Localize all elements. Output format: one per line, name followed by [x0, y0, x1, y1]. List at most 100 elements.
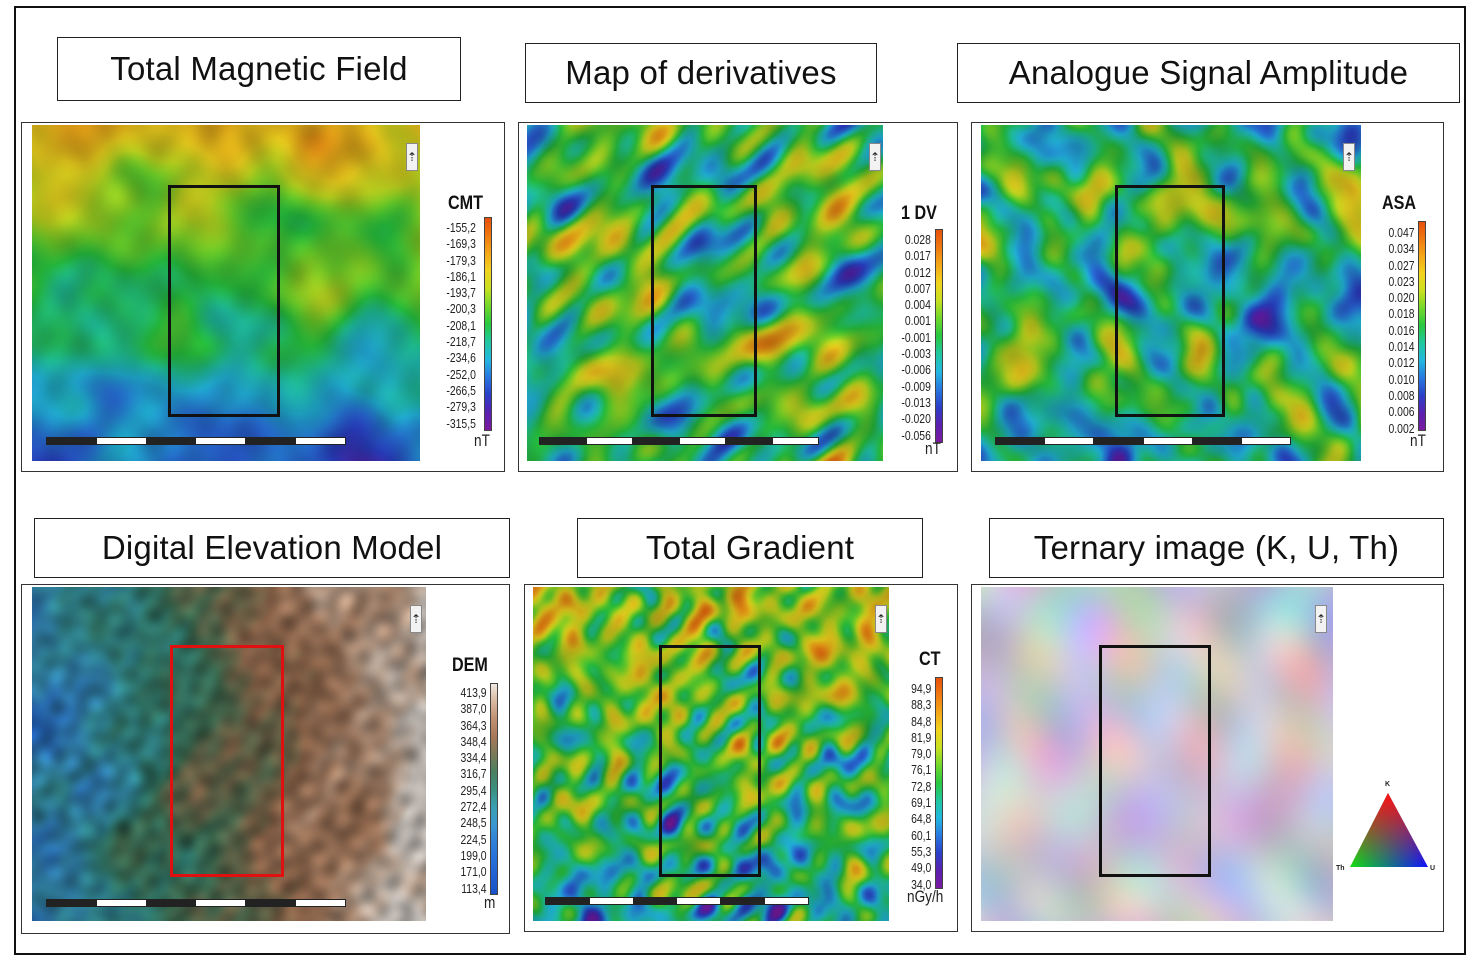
legend-color-bar: [484, 217, 492, 431]
legend-value: 272,4: [460, 799, 487, 815]
legend-value: 224,5: [460, 831, 487, 847]
legend-value: 79,0: [910, 746, 931, 762]
legend-value: -179,3: [446, 252, 477, 268]
study-area-rectangle: [1115, 185, 1225, 417]
panel-total-magnetic-field: ⇡ CMT -155,2 -169,3 -179,3 -186,1 -193,7 -200…: [21, 122, 505, 472]
legend-value: -193,7: [446, 285, 477, 301]
map-total-gradient: ⇡: [533, 587, 889, 921]
legend-value: 0.002: [1388, 420, 1415, 436]
study-area-rectangle: [651, 185, 757, 417]
scale-bar: [46, 899, 346, 907]
north-arrow-icon: ⇡: [1315, 605, 1327, 633]
legend-value: 0.028: [904, 232, 931, 247]
legend-value: 0.001: [904, 313, 931, 329]
legend-value: 0.004: [904, 297, 931, 313]
legend-value: 0.010: [1388, 371, 1415, 387]
legend-value: 64,8: [910, 811, 931, 827]
legend-value: 0.047: [1388, 225, 1415, 240]
legend-values: 94,9 88,3 84,8 81,9 79,0 76,1 72,8 69,1 64,8 60,1…: [911, 681, 931, 893]
ternary-label-th: Th: [1336, 865, 1345, 872]
legend-dem: DEM 413,9 387,0 364,3 348,4 334,4 316,7 295,4 2…: [426, 655, 509, 933]
legend-value: 364,3: [460, 717, 487, 733]
legend-value: 88,3: [910, 697, 931, 713]
panel-ternary-image: ⇡ K Th U: [971, 584, 1444, 932]
legend-title: CT: [919, 649, 941, 670]
legend-value: 0.017: [904, 248, 931, 264]
legend-value: 60,1: [910, 827, 931, 843]
scale-bar: [995, 437, 1291, 445]
legend-value: 199,0: [460, 847, 487, 863]
map-asa: ⇡: [981, 125, 1361, 461]
legend-value: -0.020: [901, 411, 932, 427]
legend-value: 387,0: [460, 701, 487, 717]
legend-ct: CT 94,9 88,3 84,8 81,9 79,0 76,1 72,8 69,1 64,8 6…: [889, 649, 957, 931]
title-analogue-signal-amplitude: Analogue Signal Amplitude: [957, 43, 1460, 103]
legend-value: -0.003: [901, 346, 932, 362]
north-arrow-icon: ⇡: [406, 143, 418, 171]
legend-asa: ASA 0.047 0.034 0.027 0.023 0.020 0.018 0.016 0…: [1356, 193, 1443, 471]
ternary-triangle: K Th U: [1336, 781, 1436, 875]
legend-value: 0.020: [1388, 290, 1415, 306]
legend-value: 72,8: [910, 778, 931, 794]
legend-value: 171,0: [460, 864, 487, 880]
legend-value: -0.006: [901, 362, 932, 378]
study-area-rectangle: [170, 645, 284, 877]
legend-values: -155,2 -169,3 -179,3 -186,1 -193,7 -200,3 -208…: [447, 220, 477, 432]
map-dem: ⇡: [32, 587, 426, 921]
scale-bar: [46, 437, 346, 445]
legend-value: 0.012: [904, 264, 931, 280]
legend-value: 413,9: [460, 685, 487, 700]
legend-tmf: CMT -155,2 -169,3 -179,3 -186,1 -193,7 -200,3…: [422, 193, 504, 471]
legend-unit: nT: [925, 439, 941, 458]
ternary-label-u: U: [1430, 865, 1436, 872]
legend-value: 84,8: [910, 713, 931, 729]
title-total-gradient: Total Gradient: [577, 518, 923, 578]
legend-value: 0.016: [1388, 322, 1415, 338]
legend-color-bar: [935, 677, 943, 889]
legend-value: 69,1: [910, 795, 931, 811]
map-total-magnetic-field: ⇡: [32, 125, 420, 461]
legend-value: -208,1: [446, 317, 477, 333]
study-area-rectangle: [168, 185, 280, 417]
legend-value: -0.013: [901, 394, 932, 410]
legend-unit: nT: [1410, 431, 1426, 450]
north-arrow-icon: ⇡: [410, 605, 422, 633]
legend-value: 316,7: [460, 766, 487, 782]
panel-digital-elevation-model: ⇡ DEM 413,9 387,0 364,3 348,4 334,4 316,7 295,…: [21, 584, 510, 934]
legend-value: 0.014: [1388, 339, 1415, 355]
legend-value: 0.007: [904, 280, 931, 296]
legend-value: -200,3: [446, 301, 477, 317]
legend-value: 0.023: [1388, 273, 1415, 289]
legend-values: 0.047 0.034 0.027 0.023 0.020 0.018 0.016 0.014…: [1389, 225, 1415, 437]
legend-value: 34,0: [910, 876, 931, 892]
north-arrow-icon: ⇡: [875, 605, 887, 633]
ternary-label-k: K: [1385, 781, 1391, 788]
panel-total-gradient: ⇡ CT 94,9 88,3 84,8 81,9 79,0 76,1 72,8 69,1 64,…: [524, 584, 958, 932]
legend-value: 94,9: [910, 681, 931, 696]
legend-value: 0.012: [1388, 355, 1415, 371]
legend-value: 0.027: [1388, 257, 1415, 273]
legend-value: -266,5: [446, 382, 477, 398]
panel-analogue-signal-amplitude: ⇡ ASA 0.047 0.034 0.027 0.023 0.020 0.018 0.01…: [971, 122, 1444, 472]
legend-value: 0.008: [1388, 387, 1415, 403]
legend-value: 348,4: [460, 733, 487, 749]
scale-bar: [545, 897, 809, 905]
study-area-rectangle: [1099, 645, 1211, 877]
legend-values: 413,9 387,0 364,3 348,4 334,4 316,7 295,4 272,4…: [461, 685, 487, 897]
legend-value: -169,3: [446, 236, 477, 252]
legend-1dv: 1 DV 0.028 0.017 0.012 0.007 0.004 0.001 -0.00…: [883, 203, 957, 471]
legend-value: -0.056: [901, 427, 932, 443]
title-digital-elevation-model: Digital Elevation Model: [34, 518, 510, 578]
legend-value: -218,7: [446, 334, 477, 350]
legend-title: DEM: [452, 655, 488, 676]
legend-value: -234,6: [446, 350, 477, 366]
legend-unit: m: [484, 893, 496, 912]
legend-value: -279,3: [446, 399, 477, 415]
title-total-magnetic-field: Total Magnetic Field: [57, 37, 461, 101]
legend-values: 0.028 0.017 0.012 0.007 0.004 0.001 -0.001 -0.0…: [902, 232, 932, 444]
legend-unit: nGy/h: [907, 887, 944, 906]
legend-title: CMT: [448, 193, 483, 214]
legend-value: 295,4: [460, 782, 487, 798]
legend-value: 81,9: [910, 729, 931, 745]
study-area-rectangle: [659, 645, 761, 877]
